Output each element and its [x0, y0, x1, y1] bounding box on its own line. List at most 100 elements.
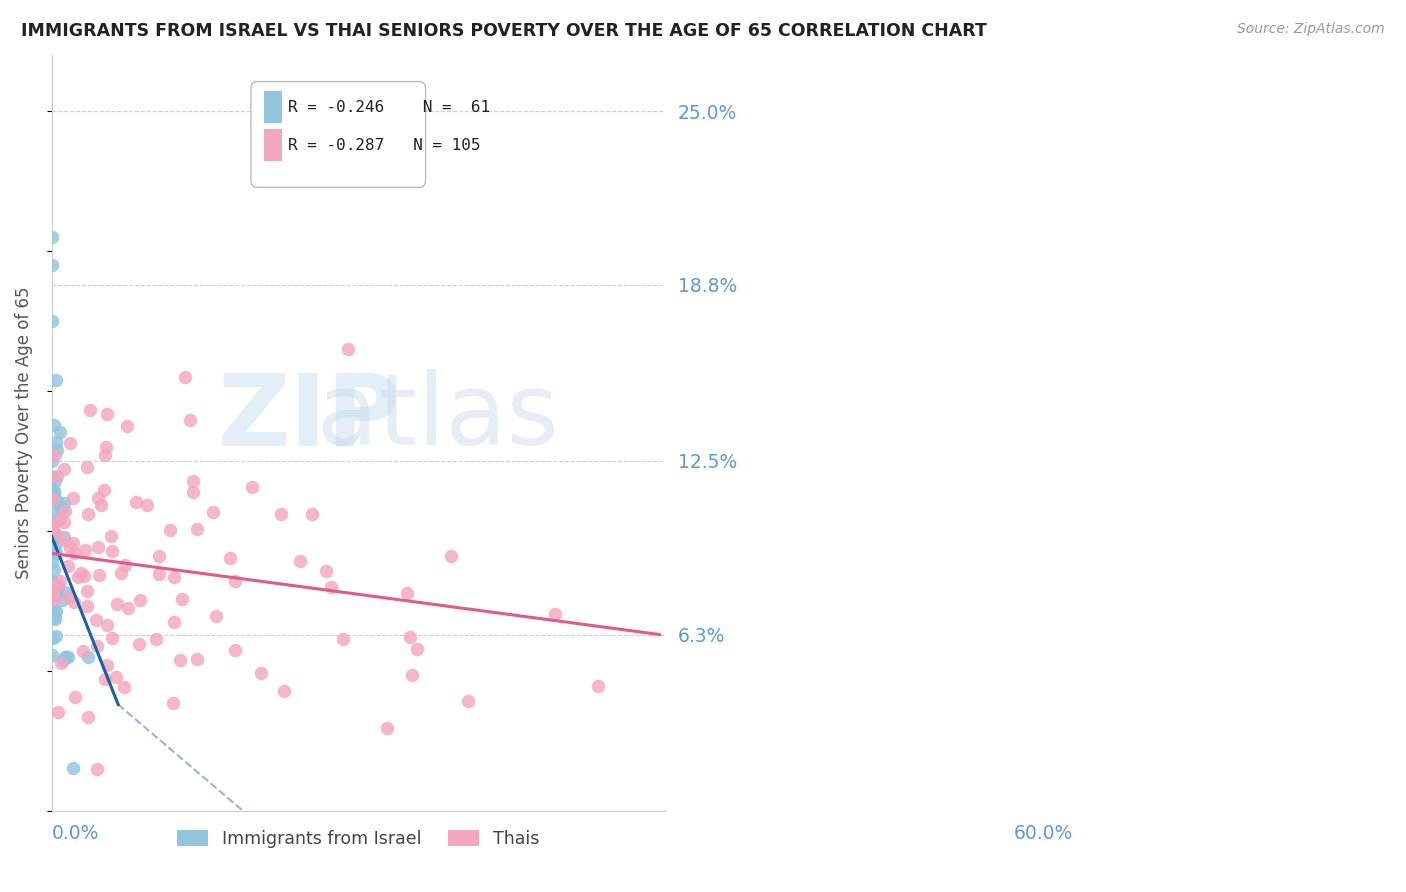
Point: [148, 549, 170, 564]
Point: [51, 500, 73, 515]
Point: [250, 666, 273, 681]
Point: [218, 551, 240, 566]
Point: [45, 434, 67, 449]
Point: [44, 474, 66, 488]
Point: [41, 531, 63, 545]
Point: [42, 581, 65, 595]
Point: [45, 468, 67, 483]
Point: [41, 590, 63, 604]
Point: [58, 590, 80, 604]
Point: [174, 370, 197, 384]
Point: [53, 504, 76, 518]
Point: [41, 531, 63, 545]
Point: [84, 613, 107, 627]
Point: [96, 618, 118, 632]
Point: [90, 499, 112, 513]
Point: [41, 575, 63, 590]
Point: [62, 595, 84, 609]
Point: [41, 504, 63, 518]
Point: [181, 484, 204, 499]
Point: [186, 522, 208, 536]
Point: [59, 436, 82, 450]
Point: [96, 657, 118, 672]
Legend: Immigrants from Israel, Thais: Immigrants from Israel, Thais: [170, 823, 546, 855]
Point: [46, 705, 69, 719]
Point: [315, 564, 337, 578]
Point: [63, 690, 86, 705]
Point: [76, 599, 98, 614]
Point: [44, 608, 66, 623]
Point: [41, 520, 63, 534]
Point: [70, 566, 93, 580]
Point: [72, 643, 94, 657]
Point: [86, 762, 108, 776]
Text: atlas: atlas: [316, 369, 558, 467]
Point: [42, 418, 65, 433]
Point: [42, 532, 65, 546]
Point: [112, 680, 135, 694]
Point: [398, 631, 420, 645]
Point: [42, 542, 65, 557]
Point: [405, 641, 427, 656]
Point: [62, 536, 84, 550]
Point: [41, 488, 63, 502]
Text: R = -0.246    N =  61: R = -0.246 N = 61: [288, 100, 489, 115]
Point: [42, 470, 65, 484]
Point: [44, 449, 66, 463]
Point: [117, 601, 139, 615]
Point: [96, 407, 118, 421]
Point: [53, 516, 76, 530]
Point: [169, 653, 191, 667]
Point: [457, 694, 479, 708]
Point: [52, 652, 75, 666]
Point: [117, 419, 139, 434]
Point: [55, 649, 77, 664]
Point: [58, 559, 80, 574]
Point: [148, 566, 170, 581]
Point: [145, 632, 167, 646]
Point: [125, 494, 148, 508]
Point: [44, 610, 66, 624]
Point: [170, 592, 193, 607]
Point: [288, 554, 311, 568]
Point: [77, 710, 100, 724]
Point: [42, 494, 65, 508]
Point: [42, 527, 65, 541]
Point: [53, 496, 76, 510]
Point: [53, 649, 76, 664]
Point: [135, 498, 157, 512]
Point: [42, 604, 65, 618]
Point: [224, 642, 246, 657]
Point: [396, 586, 419, 600]
Point: [45, 546, 67, 560]
Point: [45, 577, 67, 591]
Point: [44, 584, 66, 599]
Point: [51, 502, 73, 516]
Point: [41, 555, 63, 569]
Point: [42, 604, 65, 618]
FancyBboxPatch shape: [264, 129, 281, 161]
Point: [42, 563, 65, 577]
Point: [53, 585, 76, 599]
Point: [41, 453, 63, 467]
Point: [93, 483, 115, 497]
Point: [42, 486, 65, 500]
Point: [45, 373, 67, 387]
Point: [377, 721, 399, 735]
Point: [105, 597, 128, 611]
Point: [62, 761, 84, 775]
Text: ZIP: ZIP: [218, 369, 401, 467]
Text: R = -0.287   N = 105: R = -0.287 N = 105: [288, 137, 481, 153]
Point: [51, 592, 73, 607]
Point: [46, 513, 69, 527]
Point: [51, 500, 73, 515]
Point: [42, 516, 65, 531]
Point: [179, 413, 201, 427]
Point: [41, 648, 63, 662]
Point: [401, 667, 423, 681]
Point: [100, 529, 122, 543]
Point: [94, 672, 117, 686]
Point: [53, 533, 76, 547]
Point: [181, 474, 204, 488]
Point: [63, 546, 86, 560]
